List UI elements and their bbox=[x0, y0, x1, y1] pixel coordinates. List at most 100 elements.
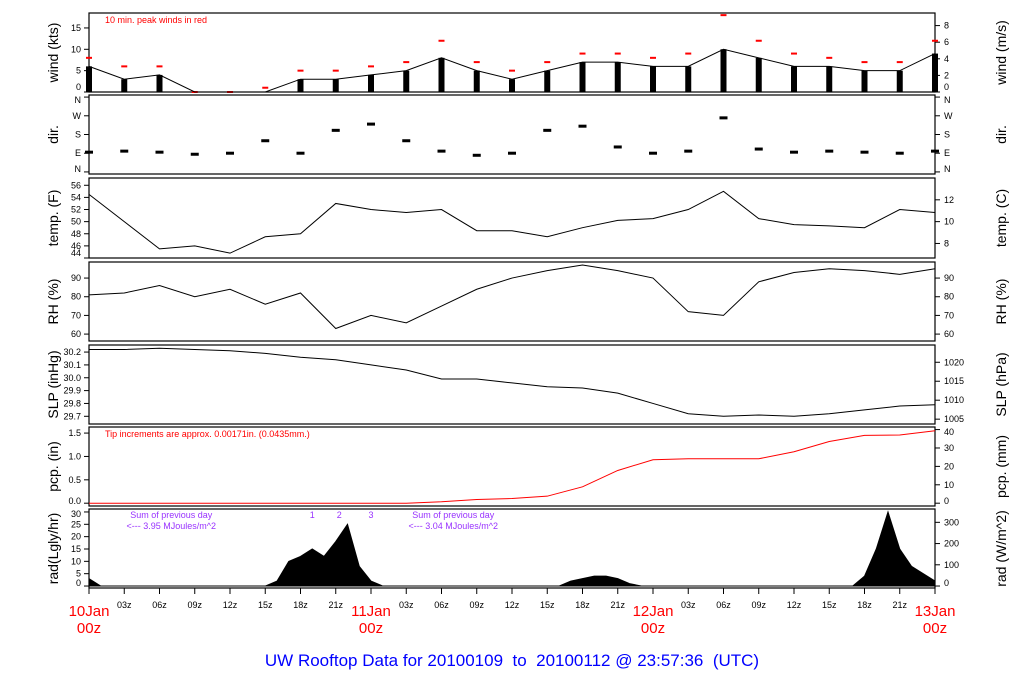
pcp-ytick-label-right: 10 bbox=[944, 480, 954, 490]
chart-title: UW Rooftop Data for 20100109 to 20100112… bbox=[264, 651, 760, 670]
dir-point bbox=[155, 150, 164, 154]
wind-peak-mark bbox=[509, 69, 515, 72]
rad-ytick-label: 25 bbox=[71, 519, 81, 529]
dir-ytick-label-right: S bbox=[944, 130, 950, 140]
slp-ytick-label: 29.9 bbox=[63, 386, 81, 396]
xtick-day-label: 12Jan bbox=[633, 603, 674, 620]
rad-ytick-label: 15 bbox=[71, 544, 81, 554]
rad-ylabel-right: rad (W/m^2) bbox=[993, 510, 1009, 587]
slp-ytick-label-right: 1005 bbox=[944, 414, 964, 424]
rad-ytick-label-right: 0 bbox=[944, 578, 949, 588]
temp-ytick-label: 54 bbox=[71, 192, 81, 202]
wind-series-line bbox=[88, 48, 936, 93]
xtick-label: 03z bbox=[399, 600, 414, 610]
wind-peak-mark bbox=[791, 52, 797, 55]
rad-sum-value: <--- 3.95 MJoules/m^2 bbox=[126, 521, 216, 531]
dir-ytick-label: N bbox=[75, 95, 82, 105]
dir-point bbox=[296, 151, 305, 155]
wind-peak-mark bbox=[685, 52, 692, 55]
dir-point bbox=[649, 151, 657, 155]
xtick-label: 06z bbox=[716, 600, 731, 610]
dir-point bbox=[578, 124, 587, 128]
slp-ytick-label-right: 1010 bbox=[944, 395, 964, 405]
xtick-day-sub: 00z bbox=[641, 620, 665, 637]
xtick-day-label: 13Jan bbox=[915, 603, 956, 620]
rad-ytick-label-right: 100 bbox=[944, 560, 959, 570]
wind-peak-mark bbox=[156, 65, 163, 68]
slp-ylabel-right: SLP (hPa) bbox=[993, 352, 1009, 416]
slp-ytick-label-right: 1020 bbox=[944, 357, 964, 367]
wind-peak-mark bbox=[932, 39, 938, 42]
rad-sum-label: Sum of previous day bbox=[130, 510, 213, 520]
slp-ylabel: SLP (inHg) bbox=[45, 350, 61, 418]
dir-ytick-label: S bbox=[75, 130, 81, 140]
wind-ytick-label-right: 2 bbox=[944, 70, 949, 80]
dir-point bbox=[472, 153, 481, 157]
xtick-label: 21z bbox=[328, 600, 343, 610]
rad-area bbox=[88, 510, 936, 587]
dir-ytick-label: W bbox=[73, 111, 82, 121]
wind-ylabel-right: wind (m/s) bbox=[993, 20, 1009, 86]
xtick-label: 09z bbox=[469, 600, 484, 610]
slp-ytick-label: 29.8 bbox=[63, 398, 81, 408]
dir-point bbox=[85, 150, 93, 154]
dir-point bbox=[261, 139, 270, 143]
pcp-ytick-label-right: 20 bbox=[944, 461, 954, 471]
pcp-ytick-label: 1.0 bbox=[68, 451, 81, 461]
dir-ytick-label-right: W bbox=[944, 111, 953, 121]
slp-panel-frame bbox=[88, 344, 936, 425]
temp-ylabel: temp. (F) bbox=[45, 190, 61, 247]
dir-point bbox=[754, 147, 763, 151]
dir-panel-frame bbox=[88, 94, 936, 175]
rad-sum-value: <--- 3.04 MJoules/m^2 bbox=[408, 521, 498, 531]
dir-point bbox=[895, 151, 904, 155]
wind-peak-mark bbox=[614, 52, 621, 55]
dir-point bbox=[190, 152, 199, 156]
pcp-ytick-label: 0.5 bbox=[68, 475, 81, 485]
rad-marker: 1 bbox=[310, 510, 315, 520]
wind-ytick-label-right: 6 bbox=[944, 37, 949, 47]
temp-ytick-label: 46 bbox=[71, 241, 81, 251]
wind-ytick-label: 10 bbox=[71, 44, 81, 54]
wind-ytick-label: 5 bbox=[76, 66, 81, 76]
temp-series-line bbox=[88, 190, 936, 254]
rad-sum-label: Sum of previous day bbox=[412, 510, 495, 520]
dir-point bbox=[719, 116, 728, 120]
rh-ytick-label: 90 bbox=[71, 273, 81, 283]
xtick-label: 15z bbox=[540, 600, 555, 610]
temp-ytick-label-right: 8 bbox=[944, 238, 949, 248]
temp-ytick-label: 50 bbox=[71, 217, 81, 227]
dir-ylabel: dir. bbox=[45, 125, 61, 144]
dir-point bbox=[437, 149, 446, 153]
slp-ytick-label-right: 1015 bbox=[944, 376, 964, 386]
temp-panel-frame bbox=[88, 177, 936, 259]
dir-point bbox=[331, 128, 340, 132]
rh-ytick-label-right: 90 bbox=[944, 273, 954, 283]
pcp-ytick-label: 0.0 bbox=[68, 496, 81, 506]
rad-ylabel: rad(Lgly/hr) bbox=[45, 513, 61, 585]
rad-ytick-label: 30 bbox=[71, 509, 81, 519]
wind-peak-mark bbox=[121, 65, 128, 68]
pcp-ylabel: pcp. (in) bbox=[45, 441, 61, 492]
pcp-ytick-label-right: 30 bbox=[944, 443, 954, 453]
wind-peak-mark bbox=[297, 69, 304, 72]
slp-series-line bbox=[89, 347, 936, 417]
pcp-ytick-label-right: 0 bbox=[944, 496, 949, 506]
xtick-label: 15z bbox=[258, 600, 273, 610]
slp-ytick-label: 30.2 bbox=[63, 347, 81, 357]
xtick-label: 09z bbox=[751, 600, 766, 610]
pcp-ytick-label: 1.5 bbox=[68, 428, 81, 438]
temp-ytick-label: 44 bbox=[71, 248, 81, 258]
rh-ylabel: RH (%) bbox=[45, 279, 61, 325]
wind-peak-mark bbox=[262, 86, 269, 89]
slp-ytick-label: 29.7 bbox=[63, 411, 81, 421]
wind-peak-mark bbox=[403, 61, 410, 64]
wind-peak-mark bbox=[720, 14, 727, 17]
temp-ytick-label-right: 10 bbox=[944, 217, 954, 227]
rh-ytick-label-right: 60 bbox=[944, 329, 954, 339]
xtick-day-sub: 00z bbox=[923, 620, 947, 637]
wind-peak-mark bbox=[86, 56, 92, 59]
wind-peak-mark bbox=[826, 56, 833, 59]
pcp-annotation: Tip increments are approx. 0.00171in. (0… bbox=[105, 429, 310, 439]
dir-point bbox=[825, 149, 834, 153]
